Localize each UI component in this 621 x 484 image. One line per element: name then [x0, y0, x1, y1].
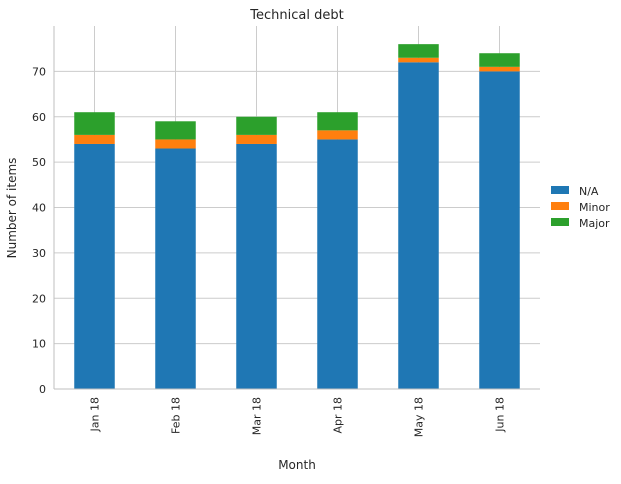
bar-minor: [479, 66, 520, 72]
bar-major: [398, 44, 439, 58]
legend-swatch: [551, 202, 569, 210]
bar-n-a: [236, 143, 277, 389]
x-tick-label: May 18: [413, 397, 426, 437]
chart-title: Technical debt: [249, 8, 343, 23]
bar-major: [317, 112, 358, 131]
legend-label: Major: [579, 217, 610, 230]
bar-minor: [155, 139, 196, 149]
bar-n-a: [155, 148, 196, 389]
x-tick-label: Apr 18: [332, 397, 345, 434]
y-axis-label: Number of items: [5, 158, 19, 259]
y-tick-label: 0: [39, 383, 46, 396]
y-tick-label: 50: [32, 156, 46, 169]
bar-major: [236, 116, 277, 135]
y-tick-label: 70: [32, 65, 46, 78]
legend-label: Minor: [579, 201, 610, 214]
bar-minor: [236, 134, 277, 144]
bar-n-a: [398, 62, 439, 390]
x-tick-label: Mar 18: [251, 397, 264, 435]
y-tick-label: 10: [32, 338, 46, 351]
legend-swatch: [551, 218, 569, 226]
bar-major: [479, 53, 520, 67]
bar-n-a: [74, 143, 115, 389]
bar-major: [155, 121, 196, 140]
bar-minor: [317, 130, 358, 140]
bar-n-a: [317, 139, 358, 389]
y-tick-label: 60: [32, 111, 46, 124]
legend-label: N/A: [579, 185, 599, 198]
bar-n-a: [479, 71, 520, 389]
legend: N/A Minor Major: [551, 185, 610, 230]
x-tick-label: Jan 18: [89, 397, 102, 432]
legend-swatch: [551, 186, 569, 194]
y-tick-label: 20: [32, 292, 46, 305]
bar-major: [74, 112, 115, 135]
bar-minor: [74, 134, 115, 144]
x-tick-label: Jun 18: [494, 397, 507, 433]
y-tick-label: 30: [32, 247, 46, 260]
y-tick-label: 40: [32, 202, 46, 215]
x-axis-label: Month: [278, 458, 316, 472]
bar-minor: [398, 57, 439, 63]
x-tick-label: Feb 18: [170, 397, 183, 434]
